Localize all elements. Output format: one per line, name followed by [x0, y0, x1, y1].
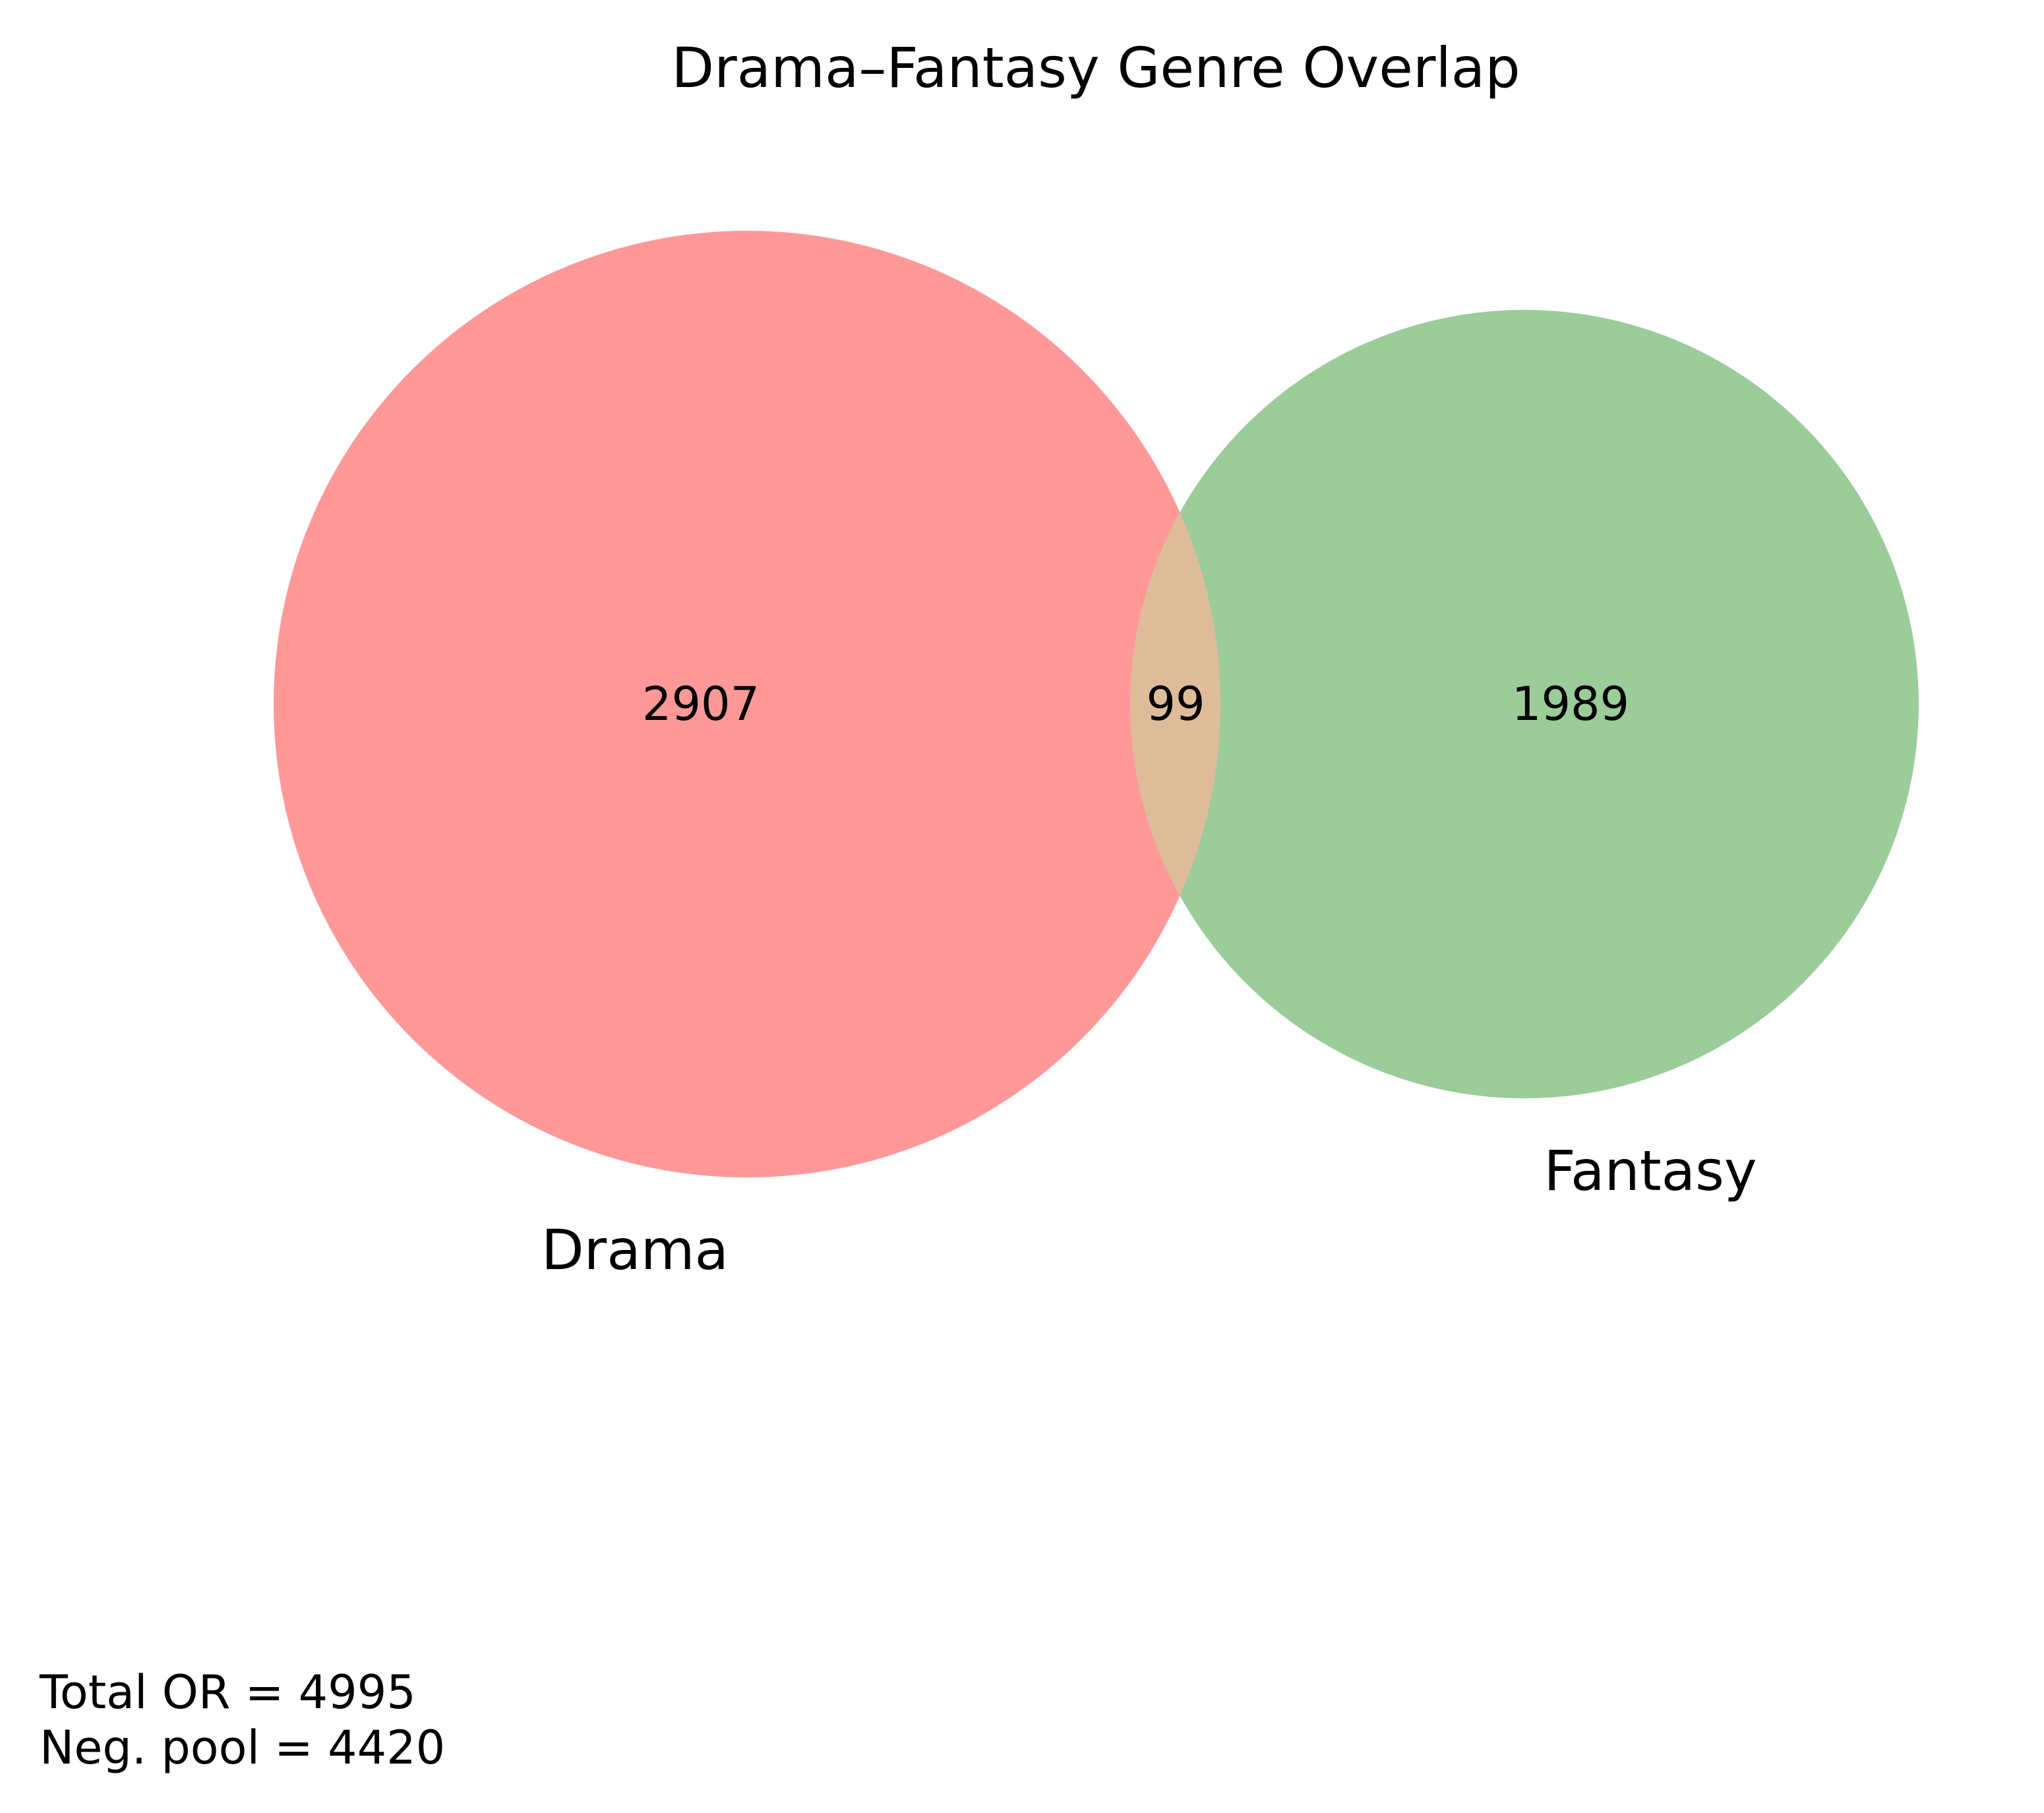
total-or-stat: Total OR = 4995 [40, 1665, 416, 1719]
intersection-count: 99 [1146, 677, 1205, 731]
drama-label: Drama [541, 1218, 729, 1282]
stats-footnote: Total OR = 4995 Neg. pool = 4420 [40, 1665, 445, 1775]
fantasy-label: Fantasy [1544, 1139, 1757, 1203]
drama-only-count: 2907 [642, 677, 760, 731]
chart-title: Drama–Fantasy Genre Overlap [671, 36, 1520, 100]
drama-circle [274, 231, 1220, 1177]
fantasy-only-count: 1989 [1512, 677, 1629, 731]
fantasy-circle [1130, 310, 1919, 1098]
neg-pool-stat: Neg. pool = 4420 [40, 1721, 446, 1775]
